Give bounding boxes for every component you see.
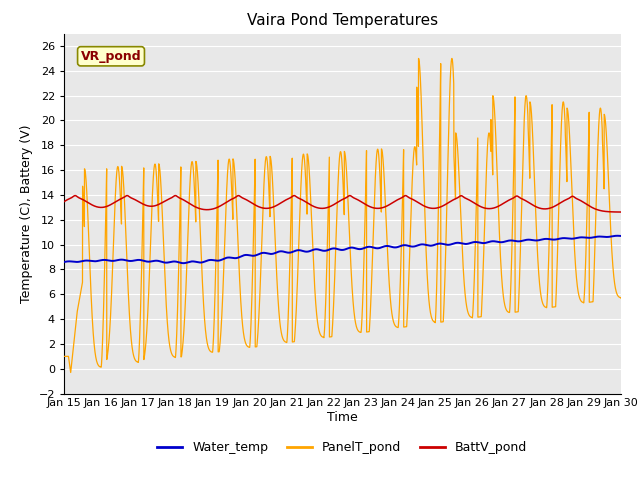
X-axis label: Time: Time xyxy=(327,411,358,424)
Title: Vaira Pond Temperatures: Vaira Pond Temperatures xyxy=(247,13,438,28)
Y-axis label: Temperature (C), Battery (V): Temperature (C), Battery (V) xyxy=(20,124,33,303)
Text: VR_pond: VR_pond xyxy=(81,50,141,63)
Legend: Water_temp, PanelT_pond, BattV_pond: Water_temp, PanelT_pond, BattV_pond xyxy=(152,436,532,459)
